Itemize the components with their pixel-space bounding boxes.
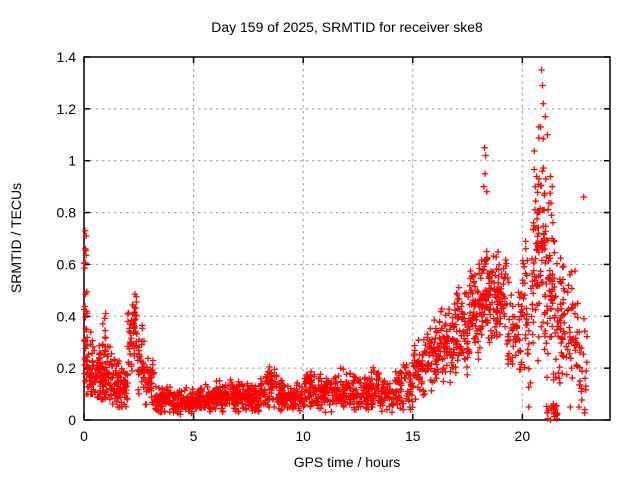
scatter-points	[80, 66, 591, 424]
x-axis-label: GPS time / hours	[293, 454, 401, 470]
x-tick-label: 0	[80, 428, 88, 444]
y-tick-label: 1.4	[57, 49, 77, 65]
y-tick-label: 1.2	[57, 101, 77, 117]
y-axis-label: SRMTID / TECUs	[8, 182, 24, 294]
y-tick-label: 1	[68, 153, 76, 169]
plot-border	[83, 56, 611, 421]
y-tick-label: 0	[68, 412, 76, 428]
x-tick-label: 20	[515, 428, 531, 444]
y-tick-label: 0.6	[57, 256, 77, 272]
chart-title: Day 159 of 2025, SRMTID for receiver ske…	[211, 19, 483, 35]
x-tick-label: 15	[405, 428, 421, 444]
x-tick-label: 5	[190, 428, 198, 444]
y-tick-label: 0.2	[57, 360, 77, 376]
y-tick-label: 0.8	[57, 205, 77, 221]
y-tick-label: 0.4	[57, 308, 77, 324]
x-tick-label: 10	[295, 428, 311, 444]
